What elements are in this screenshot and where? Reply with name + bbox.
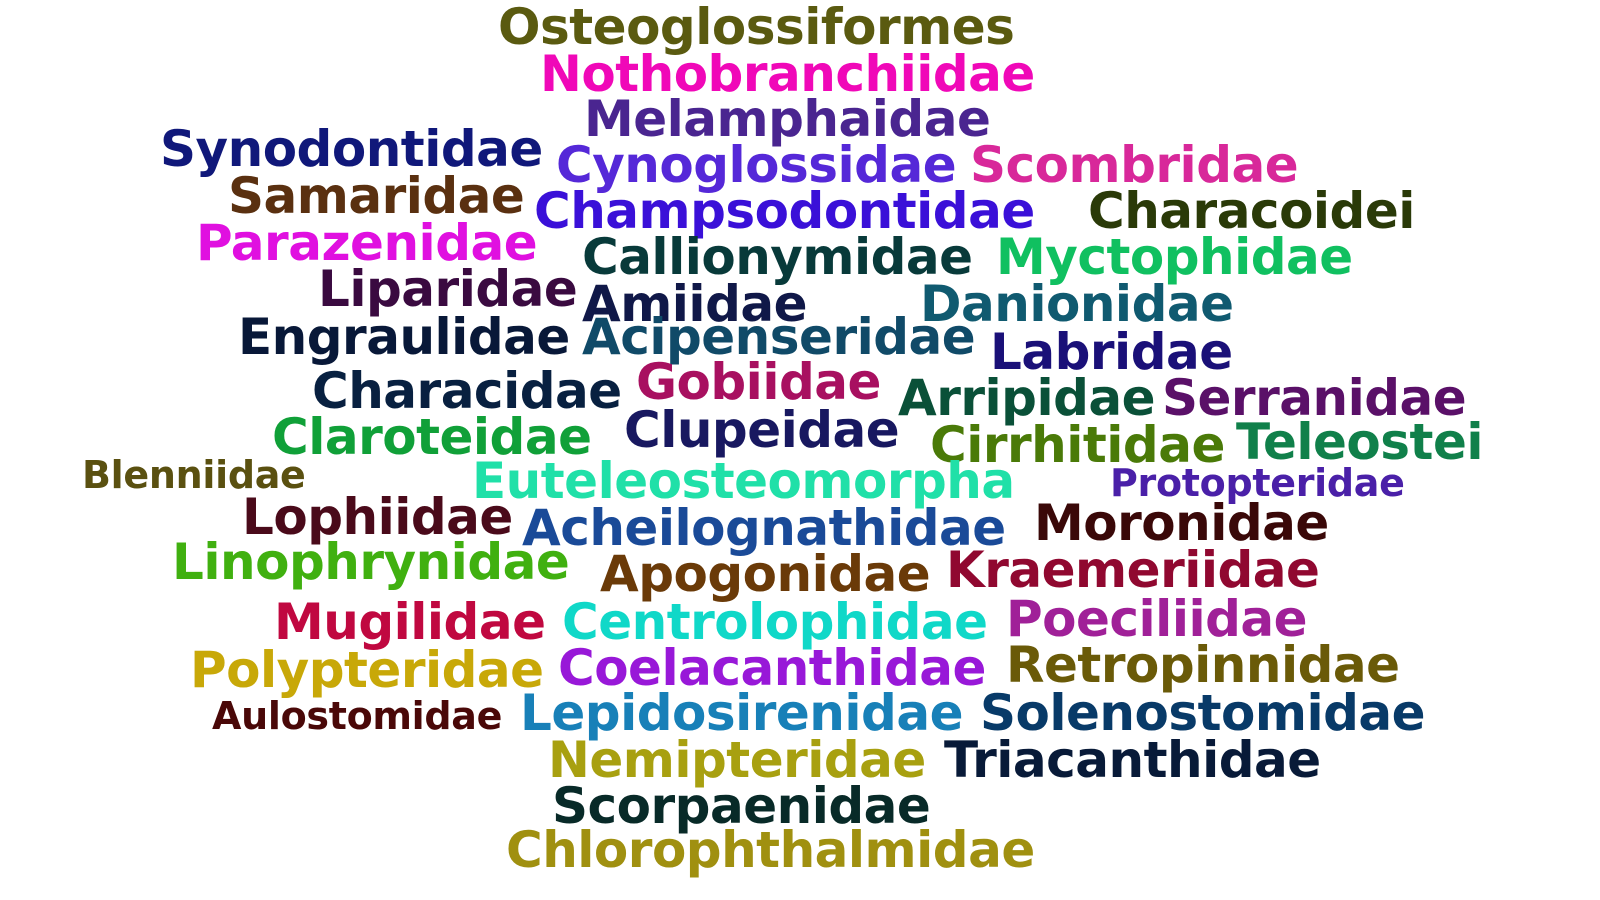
word-chlorophthalmidae: Chlorophthalmidae	[506, 821, 1035, 879]
word-amiidae: Amiidae	[582, 275, 808, 333]
word-characoidei: Characoidei	[1088, 182, 1415, 240]
word-labridae: Labridae	[990, 323, 1233, 381]
word-acheilognathidae: Acheilognathidae	[522, 499, 1006, 557]
word-centrolophidae: Centrolophidae	[562, 593, 988, 651]
word-linophrynidae: Linophrynidae	[172, 533, 570, 591]
word-mugilidae: Mugilidae	[274, 593, 546, 651]
word-solenostomidae: Solenostomidae	[980, 684, 1426, 742]
word-lepidosirenidae: Lepidosirenidae	[520, 684, 964, 742]
word-melamphaidae: Melamphaidae	[584, 90, 991, 148]
word-callionymidae: Callionymidae	[582, 228, 973, 286]
word-protopteridae: Protopteridae	[1110, 461, 1405, 505]
word-osteoglossiformes: Osteoglossiformes	[498, 0, 1015, 56]
word-triacanthidae: Triacanthidae	[944, 731, 1321, 789]
word-scombridae: Scombridae	[970, 136, 1299, 194]
word-poeciliidae: Poeciliidae	[1006, 590, 1308, 648]
word-myctophidae: Myctophidae	[996, 228, 1353, 286]
word-cynoglossidae: Cynoglossidae	[556, 136, 957, 194]
word-samaridae: Samaridae	[228, 167, 525, 225]
word-acipenseridae: Acipenseridae	[582, 308, 976, 366]
word-moronidae: Moronidae	[1034, 494, 1329, 552]
word-cirrhitidae: Cirrhitidae	[930, 416, 1225, 474]
word-lophiidae: Lophiidae	[242, 488, 513, 546]
word-danionidae: Danionidae	[920, 275, 1234, 333]
word-polypteridae: Polypteridae	[190, 641, 544, 699]
word-apogonidae: Apogonidae	[600, 545, 931, 603]
word-synodontidae: Synodontidae	[160, 120, 543, 178]
word-serranidae: Serranidae	[1162, 369, 1467, 427]
word-clupeidae: Clupeidae	[624, 401, 900, 459]
word-claroteidae: Claroteidae	[272, 408, 592, 466]
word-liparidae: Liparidae	[318, 260, 578, 318]
word-champsodontidae: Champsodontidae	[534, 182, 1035, 240]
word-scorpaenidae: Scorpaenidae	[552, 777, 931, 835]
word-kraemeriidae: Kraemeriidae	[946, 541, 1320, 599]
word-arripidae: Arripidae	[898, 369, 1156, 427]
word-engraulidae: Engraulidae	[238, 308, 570, 366]
word-aulostomidae: Aulostomidae	[212, 694, 503, 738]
word-blenniidae: Blenniidae	[82, 453, 306, 497]
word-nothobranchiidae: Nothobranchiidae	[540, 45, 1035, 103]
word-parazenidae: Parazenidae	[196, 214, 538, 272]
word-retropinnidae: Retropinnidae	[1006, 636, 1400, 694]
word-gobiidae: Gobiidae	[636, 353, 881, 411]
word-nemipteridae: Nemipteridae	[548, 731, 926, 789]
word-characidae: Characidae	[312, 362, 622, 420]
word-euteleosteomorpha: Euteleosteomorpha	[472, 452, 1015, 510]
word-coelacanthidae: Coelacanthidae	[558, 639, 986, 697]
word-teleostei: Teleostei	[1236, 413, 1484, 471]
